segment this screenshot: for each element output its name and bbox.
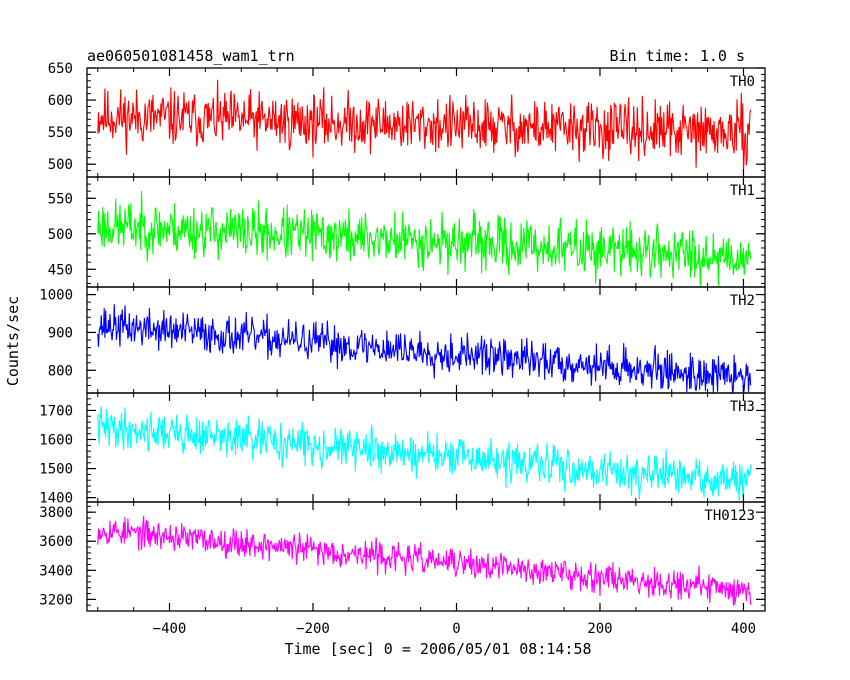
panel-label: TH0123	[704, 508, 755, 524]
panel-label: TH2	[730, 293, 755, 309]
y-tick-label: 800	[48, 363, 73, 379]
panel-frame	[86, 501, 766, 612]
y-axis-label: Counts/sec	[4, 296, 22, 386]
x-axis-label: Time [sec] 0 = 2006/05/01 08:14:58	[284, 640, 591, 658]
series-line-th3	[97, 406, 752, 501]
chart-title: ae060501081458_wam1_trn	[87, 47, 295, 65]
y-tick-label: 600	[48, 93, 73, 109]
y-tick-label: 1400	[39, 491, 73, 507]
x-tick-label: −200	[296, 621, 330, 637]
panel-label: TH1	[730, 183, 755, 199]
y-tick-label: 3800	[39, 505, 73, 521]
bin-time-label: Bin time: 1.0 s	[610, 47, 745, 65]
panel-th1: 450 500 550 TH1	[48, 176, 766, 288]
y-tick-label: 900	[48, 325, 73, 341]
series-line-th2	[97, 304, 752, 393]
panel-label: TH0	[730, 74, 755, 90]
y-tick-label: 3400	[39, 563, 73, 579]
x-tick-label: 200	[587, 621, 612, 637]
y-tick-label: 550	[48, 191, 73, 207]
x-tick-label: −400	[153, 621, 187, 637]
y-tick-label: 3600	[39, 534, 73, 550]
y-tick-label: 650	[48, 61, 73, 77]
panel-th2: 800 900 1000 TH2	[39, 286, 766, 394]
x-tick-label: 0	[452, 621, 460, 637]
x-tick-label: 400	[731, 621, 756, 637]
y-tick-label: 500	[48, 227, 73, 243]
panel-label: TH3	[730, 399, 755, 415]
y-tick-label: 1000	[39, 288, 73, 304]
panel-th3: 1400 1500 1600 1700 TH3	[39, 392, 766, 507]
y-tick-label: 1700	[39, 403, 73, 419]
panels: 500 550 600 650 TH0 450 500 550 TH1 800 900 1000 TH2…	[39, 61, 766, 612]
y-tick-label: 1600	[39, 433, 73, 449]
panel-frame	[86, 392, 766, 503]
y-tick-label: 450	[48, 262, 73, 278]
series-line-th0	[97, 79, 752, 171]
panel-th0: 500 550 600 650 TH0	[48, 61, 766, 178]
y-tick-label: 1500	[39, 462, 73, 478]
x-axis: −400 −200 0 200 400	[153, 621, 756, 637]
series-line-th0123	[97, 515, 752, 606]
y-tick-label: 500	[48, 157, 73, 173]
y-tick-label: 3200	[39, 592, 73, 608]
y-tick-label: 550	[48, 125, 73, 141]
series-line-th1	[97, 190, 752, 286]
panel-th0123: 3200 3400 3600 3800 TH0123	[39, 501, 766, 612]
